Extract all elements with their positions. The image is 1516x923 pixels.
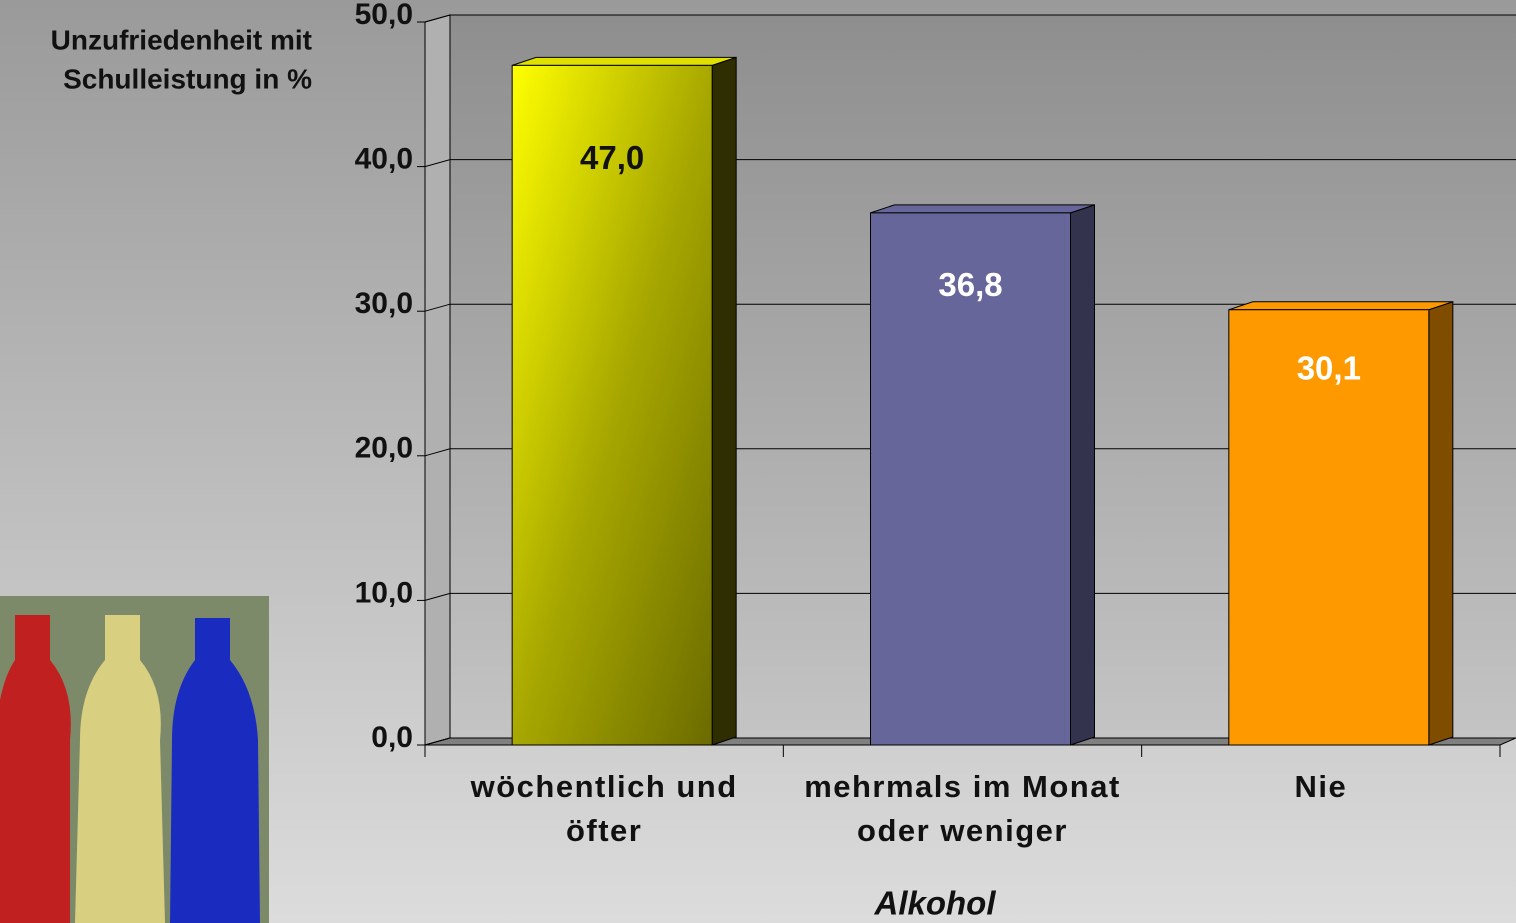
bar (870, 212, 1071, 746)
y-tick-label: 50,0 (355, 0, 413, 31)
data-label: 47,0 (580, 139, 644, 176)
bar-side (1428, 301, 1454, 746)
bar-top (1228, 301, 1453, 311)
y-tick-label: 20,0 (355, 432, 413, 465)
bar-side (1070, 204, 1095, 746)
bar (1228, 309, 1430, 746)
bar-top (512, 56, 737, 66)
data-label: 36,8 (938, 266, 1002, 303)
y-tick-label: 40,0 (355, 143, 413, 176)
x-tick-label: wöchentlich und (470, 769, 738, 804)
y-axis-label: Unzufriedenheit mit (51, 24, 312, 55)
y-tick-label: 0,0 (371, 721, 413, 754)
grid-line (424, 14, 1516, 23)
x-axis-label: Alkohol (874, 885, 997, 922)
x-tick-label: öfter (566, 813, 642, 848)
grid-line (424, 737, 1516, 746)
photo (0, 596, 269, 923)
x-tick-label: mehrmals im Monat (804, 769, 1121, 804)
bottle-clear (75, 615, 165, 923)
bar-side (711, 56, 737, 746)
grid-line (424, 592, 1516, 601)
x-tick-label: Nie (1294, 769, 1347, 804)
bottle-red (0, 615, 71, 923)
grid-line (424, 448, 1516, 457)
grid-line (424, 303, 1516, 312)
y-tick-label: 10,0 (355, 576, 413, 609)
bottle-blue (170, 618, 260, 923)
bar (511, 64, 713, 746)
side-wall (424, 14, 451, 746)
x-tick-label: oder weniger (857, 813, 1068, 848)
data-label: 30,1 (1297, 349, 1361, 386)
y-axis-label: Schulleistung in % (63, 63, 312, 94)
bar-top (870, 204, 1095, 214)
grid-line (424, 159, 1516, 168)
y-tick-label: 30,0 (355, 287, 413, 320)
